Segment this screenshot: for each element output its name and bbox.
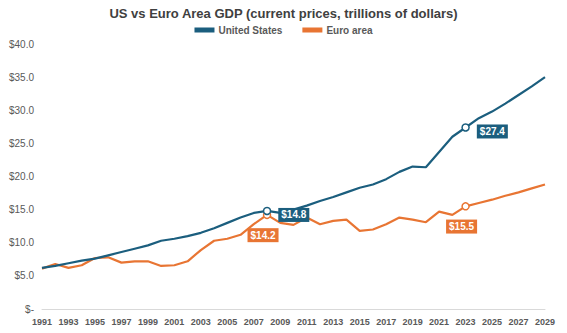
svg-text:2001: 2001 [164, 317, 184, 327]
svg-text:$14.2: $14.2 [251, 230, 276, 241]
svg-text:2013: 2013 [323, 317, 343, 327]
svg-text:2027: 2027 [509, 317, 529, 327]
svg-text:1991: 1991 [32, 317, 52, 327]
svg-text:$5.0: $5.0 [15, 270, 35, 281]
svg-text:2003: 2003 [191, 317, 211, 327]
svg-text:2025: 2025 [482, 317, 502, 327]
svg-text:$25.0: $25.0 [9, 138, 34, 149]
svg-text:$30.0: $30.0 [9, 105, 34, 116]
svg-text:1993: 1993 [58, 317, 78, 327]
svg-text:$15.0: $15.0 [9, 204, 34, 215]
svg-text:2017: 2017 [376, 317, 396, 327]
svg-text:2029: 2029 [535, 317, 555, 327]
svg-text:2005: 2005 [217, 317, 237, 327]
svg-text:2019: 2019 [403, 317, 423, 327]
svg-text:United States: United States [218, 25, 282, 36]
svg-text:2011: 2011 [297, 317, 317, 327]
svg-text:$35.0: $35.0 [9, 72, 34, 83]
svg-text:2023: 2023 [456, 317, 476, 327]
svg-text:2015: 2015 [350, 317, 370, 327]
svg-text:$10.0: $10.0 [9, 237, 34, 248]
svg-text:US vs Euro Area GDP (current p: US vs Euro Area GDP (current prices, tri… [109, 6, 457, 21]
svg-text:$14.8: $14.8 [281, 209, 306, 220]
svg-text:$-: $- [25, 304, 34, 315]
svg-text:$40.0: $40.0 [9, 39, 34, 50]
svg-text:2007: 2007 [244, 317, 264, 327]
svg-text:$20.0: $20.0 [9, 171, 34, 182]
svg-text:Euro area: Euro area [326, 25, 373, 36]
svg-text:$27.4: $27.4 [480, 126, 505, 137]
svg-text:1997: 1997 [111, 317, 131, 327]
svg-text:1995: 1995 [85, 317, 105, 327]
svg-text:2021: 2021 [429, 317, 449, 327]
svg-text:$15.5: $15.5 [449, 221, 474, 232]
svg-text:1999: 1999 [138, 317, 158, 327]
svg-text:2009: 2009 [270, 317, 290, 327]
